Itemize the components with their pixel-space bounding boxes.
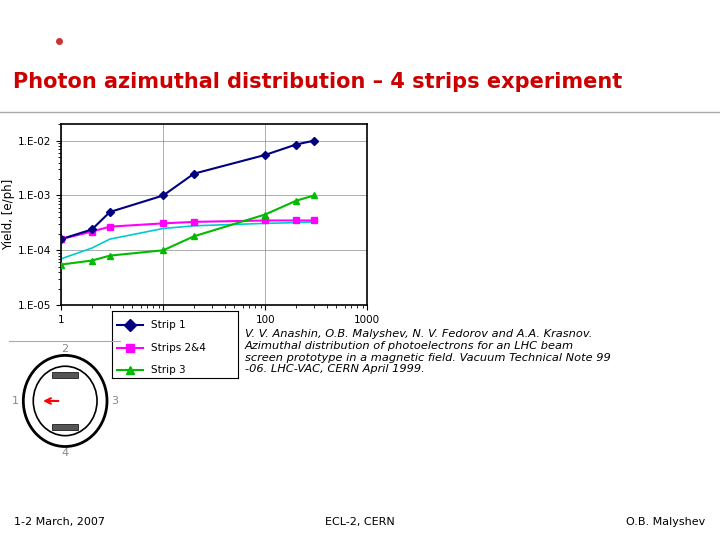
- Strip 1: [106, 209, 114, 215]
- Strip 3: [261, 211, 269, 218]
- Strips 2&4: [88, 228, 96, 235]
- Text: Strip 3: Strip 3: [150, 365, 185, 375]
- Text: 2: 2: [62, 344, 68, 354]
- Text: 3: 3: [112, 396, 119, 406]
- Strip 3: [292, 198, 300, 204]
- Strips 2&4: [106, 224, 114, 230]
- Strip 1: [88, 226, 96, 233]
- Strips 2&4: [261, 217, 269, 224]
- Strips 2&4: [57, 236, 66, 242]
- Strip 1: [261, 152, 269, 158]
- Text: ASTeC: ASTeC: [24, 16, 81, 35]
- Text: 1: 1: [12, 396, 19, 406]
- Bar: [53, 424, 78, 430]
- Strip 1: [57, 236, 66, 242]
- Line: Strips 2&4: Strips 2&4: [58, 218, 317, 242]
- Strip 3: [57, 261, 66, 268]
- Strips 2&4: [310, 217, 318, 224]
- Strips 2&4: [189, 219, 198, 225]
- Line: Strip 3: Strip 3: [58, 192, 318, 268]
- Y-axis label: Yield, [e/ph]: Yield, [e/ph]: [2, 179, 15, 250]
- Strip 1: [310, 138, 318, 144]
- Strips 2&4: [159, 220, 168, 227]
- X-axis label: Bias, [V]: Bias, [V]: [189, 329, 239, 342]
- Text: V. V. Anashin, O.B. Malyshev, N. V. Fedorov and A.A. Krasnov.
Azimuthal distribu: V. V. Anashin, O.B. Malyshev, N. V. Fedo…: [245, 329, 611, 374]
- Text: ECL-2, CERN: ECL-2, CERN: [325, 517, 395, 528]
- Strip 1: [292, 141, 300, 148]
- Bar: [53, 372, 78, 378]
- Strip 1: [189, 171, 198, 177]
- Strip 3: [88, 258, 96, 264]
- Strip 3: [106, 252, 114, 259]
- Text: Accelerator Science and Technology Centre: Accelerator Science and Technology Centr…: [482, 25, 709, 35]
- Text: Strip 1: Strip 1: [150, 320, 185, 330]
- Line: Strip 1: Strip 1: [58, 138, 317, 242]
- Strip 3: [310, 192, 318, 199]
- Strips 2&4: [292, 217, 300, 224]
- Text: O.B. Malyshev: O.B. Malyshev: [626, 517, 706, 528]
- Text: Strips 2&4: Strips 2&4: [150, 342, 205, 353]
- Strip 3: [189, 233, 198, 240]
- Text: 1-2 March, 2007: 1-2 March, 2007: [14, 517, 105, 528]
- Strip 1: [159, 192, 168, 199]
- Strip 3: [159, 247, 168, 254]
- Text: Photon azimuthal distribution – 4 strips experiment: Photon azimuthal distribution – 4 strips…: [13, 72, 622, 92]
- Text: 4: 4: [62, 448, 68, 458]
